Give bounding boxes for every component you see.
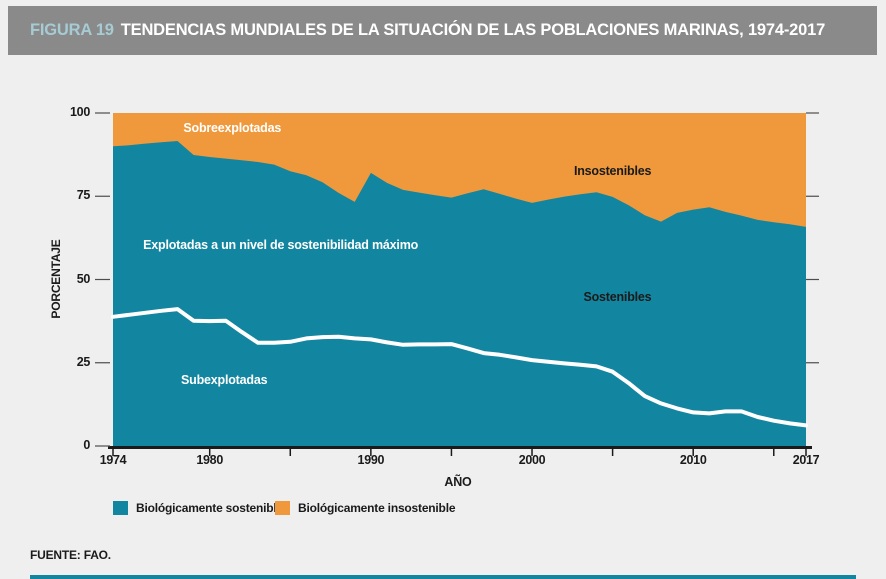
source-note: FUENTE: FAO.	[30, 548, 111, 562]
legend-label-unsustainable: Biológicamente insostenible	[298, 501, 456, 515]
figure-header-bar: FIGURA 19 TENDENCIAS MUNDIALES DE LA SIT…	[8, 6, 877, 55]
legend-item-sustainable: Biológicamente sostenible	[113, 501, 283, 515]
figure-number-label: FIGURA 19	[30, 21, 114, 39]
sustainable-swatch-icon	[113, 501, 128, 515]
figure-bottom-rule	[30, 575, 856, 579]
unsustainable-swatch-icon	[275, 501, 290, 515]
figure-title: TENDENCIAS MUNDIALES DE LA SITUACIÓN DE …	[120, 21, 826, 39]
legend-label-sustainable: Biológicamente sostenible	[136, 501, 284, 515]
legend-item-unsustainable: Biológicamente insostenible	[275, 501, 456, 515]
